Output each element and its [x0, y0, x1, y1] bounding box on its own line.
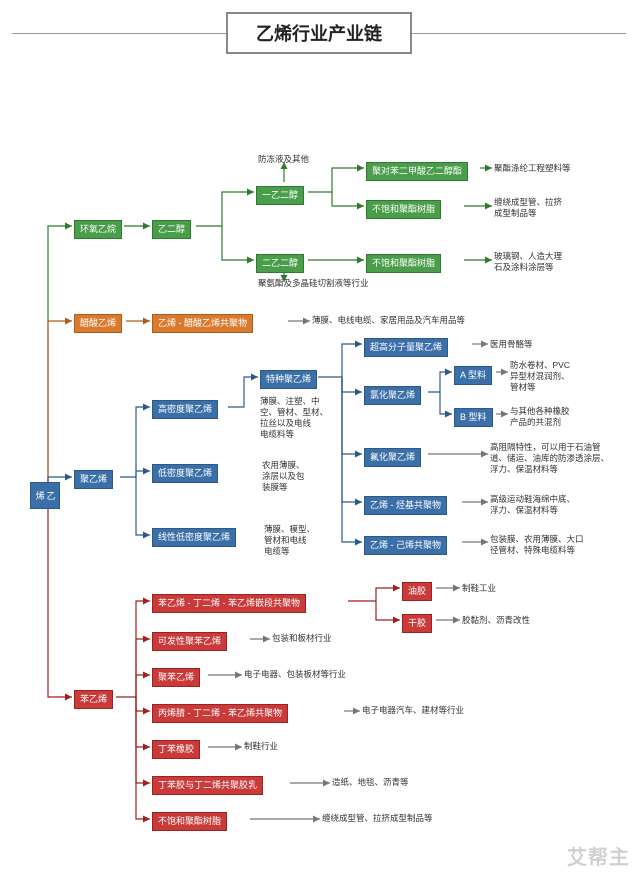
node-n_sbs: 苯乙烯 - 丁二烯 - 苯乙烯嵌段共聚物: [152, 594, 306, 613]
note-t_eva: 薄膜、电线电缆、家居用品及汽车用品等: [312, 315, 465, 326]
node-n_csyw: 醋酸乙烯: [74, 314, 122, 333]
note-t_sbl: 造纸、地毯、沥青等: [332, 777, 409, 788]
node-n_ldpe: 低密度聚乙烯: [152, 464, 218, 483]
node-n_uhmwpe: 超高分子量聚乙烯: [364, 338, 448, 357]
note-t_eps: 包装和板材行业: [272, 633, 332, 644]
node-n_sbl: 丁苯胶与丁二烯共聚胶乳: [152, 776, 263, 795]
note-t_bxl: 与其他各种橡胶产品的共混剂: [510, 406, 570, 428]
node-n_lldpe: 线性低密度聚乙烯: [152, 528, 236, 547]
node-n_hyyw: 环氧乙烷: [74, 220, 122, 239]
note-t_uhmwpe: 医用骨骼等: [490, 339, 533, 350]
note-t_youjiao: 制鞋工业: [462, 583, 496, 594]
note-t_ganjiao: 胶黏剂、沥青改性: [462, 615, 530, 626]
node-n_eps: 可发性聚苯乙烯: [152, 632, 227, 651]
note-t_lldpe: 薄膜、模型、管材和电线电缆等: [264, 524, 315, 557]
node-n_ewx: 乙烯 - 烃基共聚物: [364, 496, 447, 515]
node-n_bxl: B 型料: [454, 408, 493, 427]
diagram-title: 乙烯行业产业链: [226, 12, 412, 54]
note-t_axl: 防水卷材、PVC异型材混润剂、管材等: [510, 360, 570, 393]
node-n_abs: 丙烯腈 - 丁二烯 - 苯乙烯共聚物: [152, 704, 288, 723]
node-n_yyeq: 一乙二醇: [256, 186, 304, 205]
diagram-canvas: 乙烯环氧乙烷乙二醇一乙二醇二乙二醇聚对苯二甲酸乙二醇酯不饱和聚酯树脂不饱和聚酯树…: [12, 70, 626, 860]
node-n_lhpe: 氯化聚乙烯: [364, 386, 421, 405]
node-n_hdpe: 高密度聚乙烯: [152, 400, 218, 419]
node-n_pet: 聚对苯二甲酸乙二醇酯: [366, 162, 468, 181]
watermark: 艾帮主: [567, 841, 630, 870]
node-n_pe: 聚乙烯: [74, 470, 113, 489]
node-n_ps: 聚苯乙烯: [152, 668, 200, 687]
node-n_tzpe: 特种聚乙烯: [260, 370, 317, 389]
note-t_abs: 电子电器汽车、建材等行业: [362, 705, 464, 716]
node-n_upr1: 不饱和聚酯树脂: [366, 200, 441, 219]
node-n_ejx: 乙烯 - 己烯共聚物: [364, 536, 447, 555]
note-t_fdy: 防冻液及其他: [258, 154, 309, 165]
note-t_hdpe: 薄膜、注塑、中空、管材、型材、拉丝以及电线电缆料等: [260, 396, 328, 440]
note-t_fhpe: 高阻隔特性，可以用于石油管道、储运、油库的防渗透涂层、浮力、保温材料等: [490, 442, 609, 475]
node-n_byw: 苯乙烯: [74, 690, 113, 709]
node-n_upr2: 不饱和聚酯树脂: [366, 254, 441, 273]
note-t_ejx: 包装膜、农用薄膜、大口径管材、特殊电缆料等: [490, 534, 584, 556]
note-t_upr2: 玻璃钢、人造大理石及涂料涂层等: [494, 251, 562, 273]
node-n_yeq: 乙二醇: [152, 220, 191, 239]
node-root: 乙烯: [30, 482, 60, 509]
title-wrap: 乙烯行业产业链: [12, 12, 626, 54]
node-n_sbr: 丁苯橡胶: [152, 740, 200, 759]
node-n_axl: A 型料: [454, 366, 492, 385]
node-n_eeq: 二乙二醇: [256, 254, 304, 273]
note-t_sbr: 制鞋行业: [244, 741, 278, 752]
note-t_ldpe: 农用薄膜、涂层以及包装膜等: [262, 460, 305, 493]
note-t_upr3: 缠绕成型管、拉挤成型制品等: [322, 813, 433, 824]
node-n_eva: 乙烯 - 醋酸乙烯共聚物: [152, 314, 253, 333]
note-t_pet: 聚酯涤纶工程塑料等: [494, 163, 571, 174]
node-n_upr3: 不饱和聚酯树脂: [152, 812, 227, 831]
note-t_ps: 电子电器、包装板材等行业: [244, 669, 346, 680]
node-n_fhpe: 氟化聚乙烯: [364, 448, 421, 467]
note-t_upr1: 缠绕成型管、拉挤成型制品等: [494, 197, 562, 219]
node-n_ganjiao: 干胶: [402, 614, 432, 633]
node-n_youjiao: 油胶: [402, 582, 432, 601]
note-t_ewx: 高级运动鞋海绵中底、浮力、保温材料等: [490, 494, 575, 516]
note-t_jazr: 聚氨酯及多晶硅切割液等行业: [258, 278, 369, 289]
